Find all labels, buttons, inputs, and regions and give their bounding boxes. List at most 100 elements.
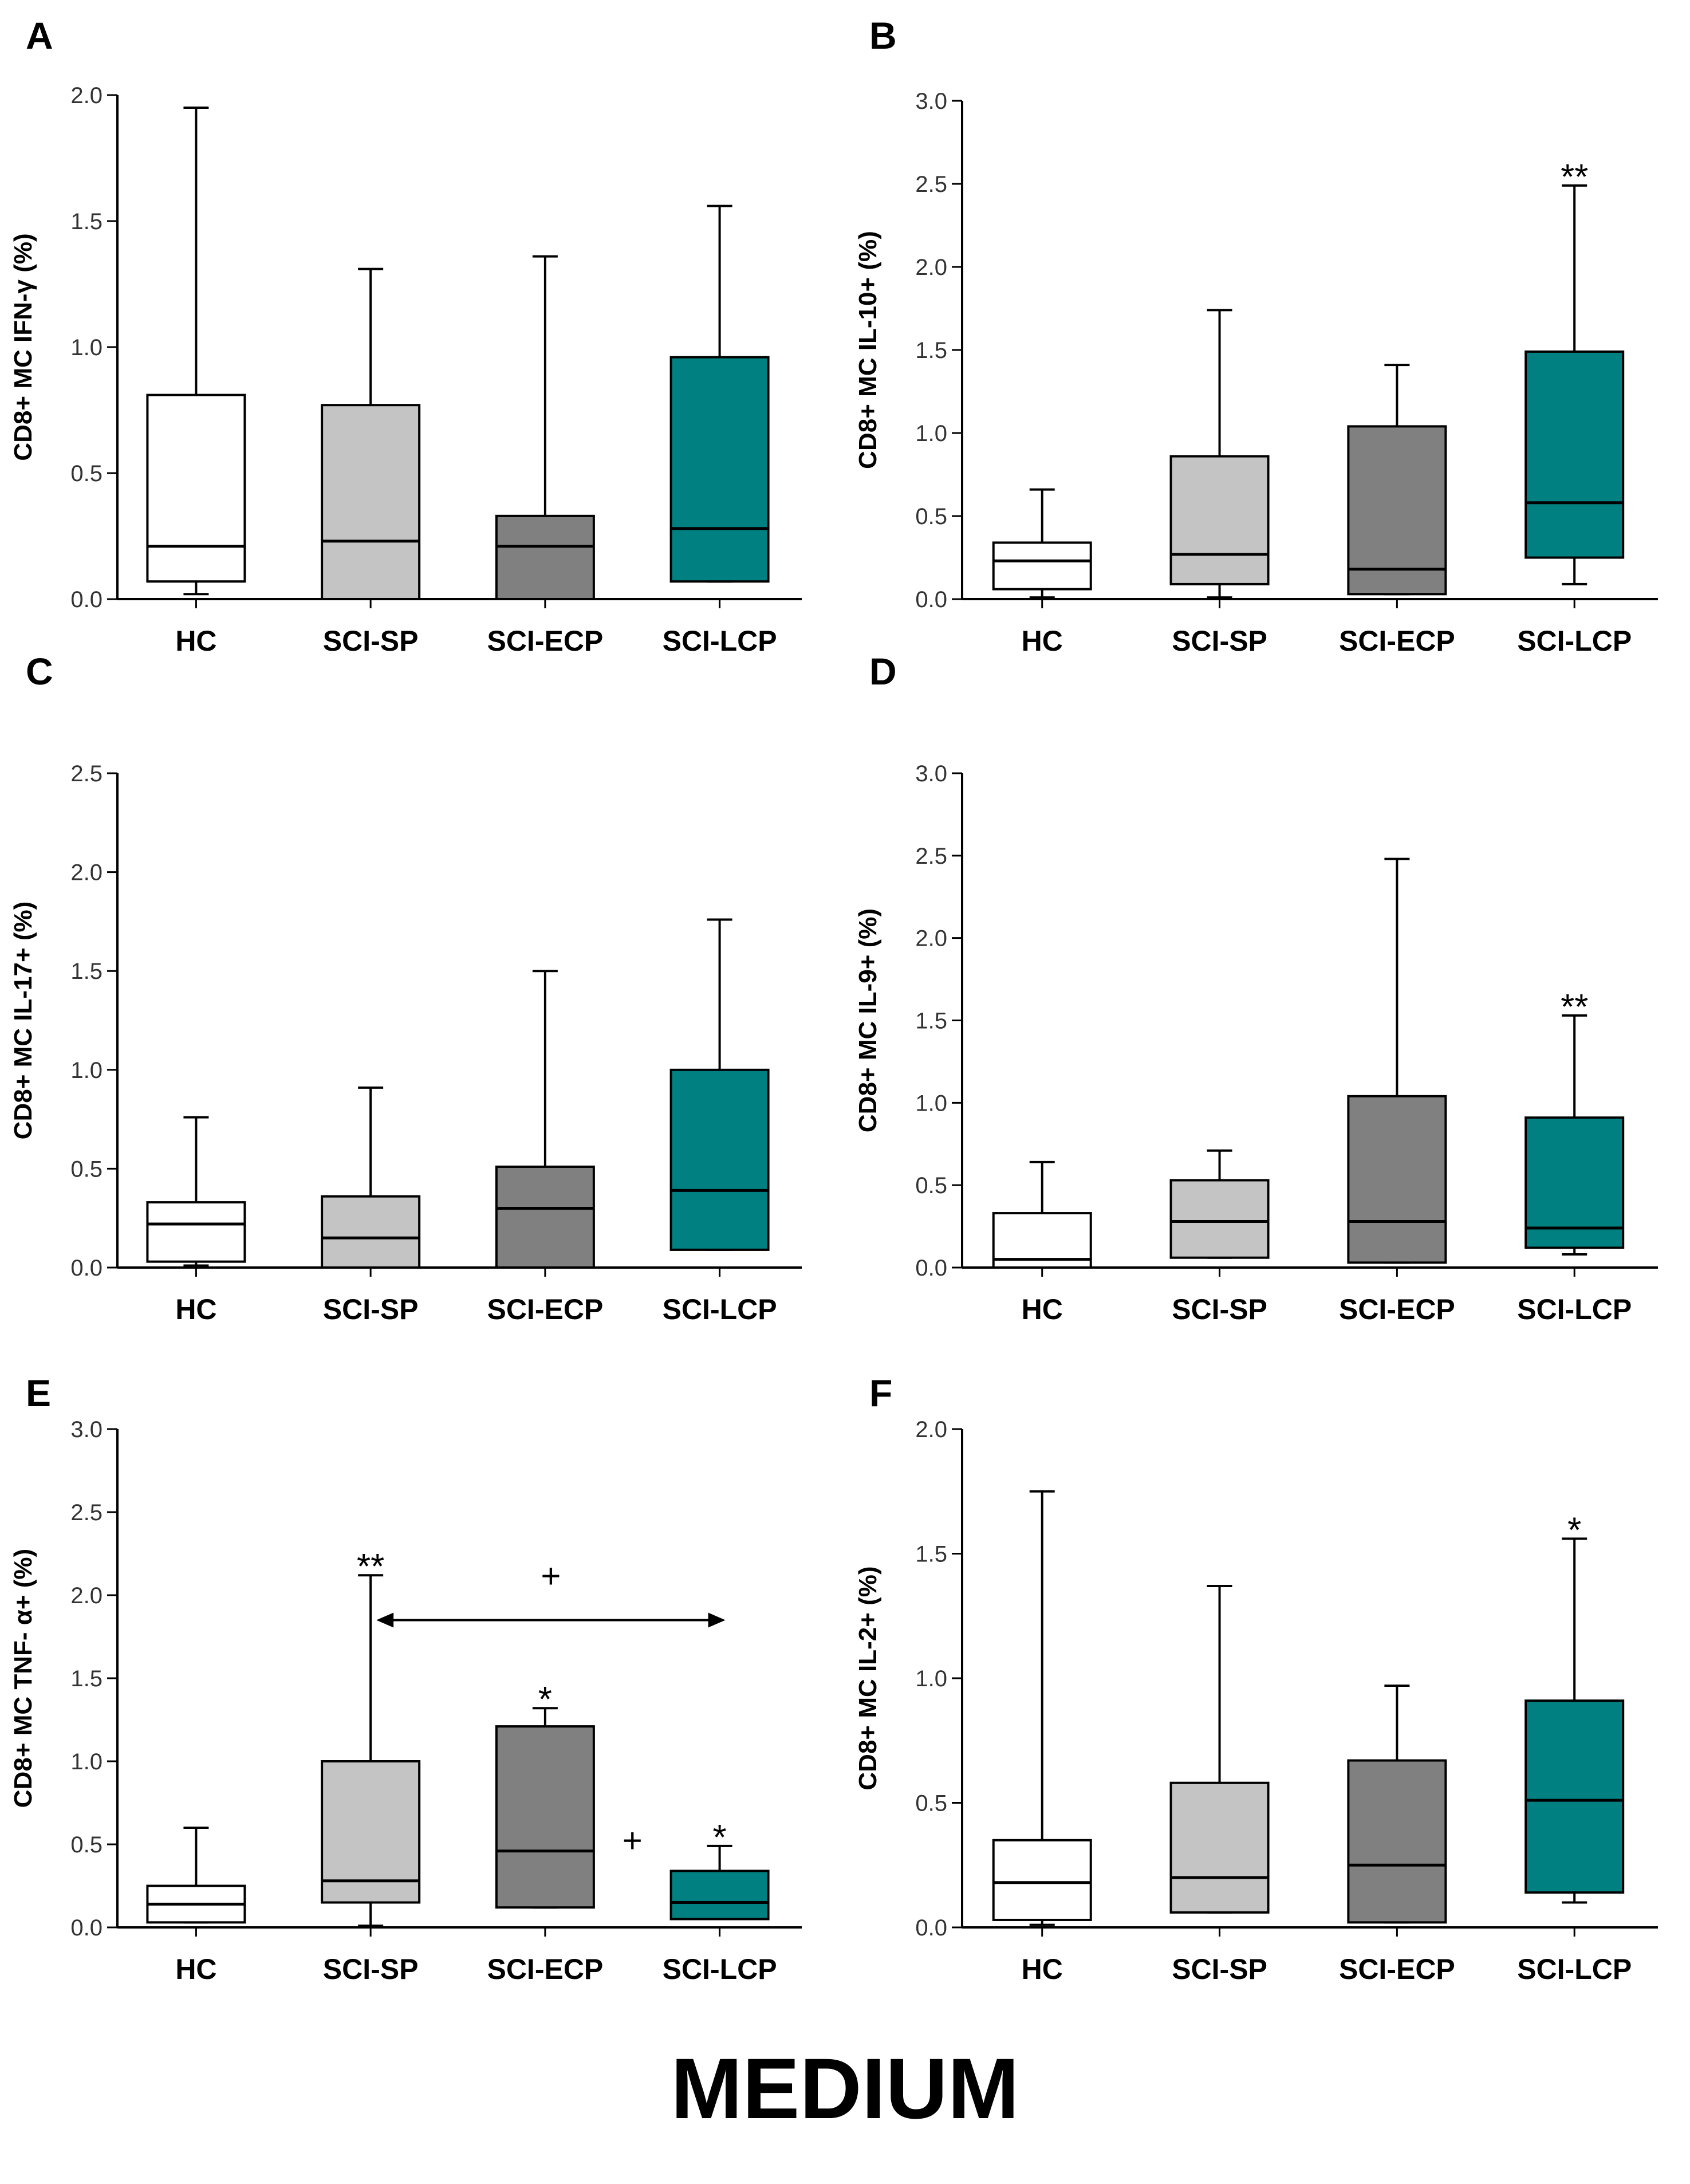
panel-e-significance-marker: ** — [357, 1547, 384, 1587]
panel-b-ytick-label: 3.0 — [915, 89, 947, 114]
panel-e-category-label: SCI-ECP — [487, 1953, 603, 1985]
panel-e-ytick-label: 1.5 — [70, 1666, 103, 1691]
panel-c-category-label: SCI-LCP — [663, 1293, 777, 1325]
panel-a-hc-box — [146, 393, 246, 583]
panel-f-category-label: SCI-LCP — [1517, 1953, 1632, 1985]
panel-c-category-label: SCI-SP — [323, 1293, 419, 1325]
panel-e-sci-ecp-box — [495, 1725, 595, 1909]
panel-e-category-label: SCI-LCP — [663, 1953, 777, 1985]
panel-a-category-label: SCI-ECP — [487, 625, 603, 657]
panel-b-category-label: SCI-LCP — [1517, 625, 1632, 657]
panel-a-ytick-label: 0.5 — [70, 461, 103, 486]
panel-c-ytick-label: 2.5 — [70, 761, 103, 786]
panel-d-ytick-label: 3.0 — [915, 761, 947, 786]
panel-e-ytick-label: 0.5 — [70, 1832, 103, 1858]
panel-d-ylabel: CD8+ MC IL-9+ (%) — [854, 908, 882, 1132]
panel-f-sci-lcp-box — [1524, 1699, 1625, 1894]
panel-e-ylabel: CD8+ MC TNF- α+ (%) — [9, 1549, 37, 1808]
panel-b-ytick-label: 0.0 — [915, 587, 947, 612]
panel-f-significance-marker: * — [1567, 1510, 1581, 1550]
panel-f-ylabel: CD8+ MC IL-2+ (%) — [854, 1566, 882, 1790]
panel-d-category-label: SCI-ECP — [1339, 1293, 1455, 1325]
panel-d-sci-ecp-box — [1347, 1095, 1447, 1264]
panel-a-sci-ecp-box — [495, 514, 595, 600]
panel-c-ytick-label: 2.0 — [70, 860, 103, 886]
panel-e-significance-marker: * — [538, 1680, 552, 1719]
panel-f-ytick-label: 1.5 — [915, 1542, 947, 1567]
panel-e-comparison-arrow-right — [708, 1612, 726, 1628]
panel-e-comparison-label: + — [623, 1821, 643, 1860]
panel-e-ytick-label: 2.0 — [70, 1583, 103, 1608]
panel-e-ytick-label: 2.5 — [70, 1500, 103, 1525]
panel-c-sci-sp-box — [321, 1195, 421, 1269]
panel-e-significance-marker: * — [713, 1818, 727, 1858]
panel-d-category-label: HC — [1022, 1293, 1063, 1325]
panel-c-ytick-label: 0.5 — [70, 1156, 103, 1182]
panel-a-ytick-label: 1.0 — [70, 335, 103, 360]
panel-a-letter: A — [26, 14, 53, 57]
panel-b-ytick-label: 2.5 — [915, 172, 947, 197]
panel-d-ytick-label: 0.5 — [915, 1173, 947, 1198]
footer-label: MEDIUM — [671, 2040, 1019, 2136]
panel-e-comparison-arrow-left — [376, 1612, 394, 1628]
panel-e-ytick-label: 3.0 — [70, 1417, 103, 1442]
panel-d-significance-marker: ** — [1561, 987, 1588, 1027]
panel-c-sci-lcp-box — [669, 1068, 770, 1251]
panel-c-ytick-label: 0.0 — [70, 1256, 103, 1281]
panel-b-ytick-label: 2.0 — [915, 255, 947, 280]
panel-d-ytick-label: 0.0 — [915, 1256, 947, 1281]
panel-c-category-label: SCI-ECP — [487, 1293, 603, 1325]
panel-a-sci-lcp-box — [669, 356, 770, 583]
panel-d-ytick-label: 2.0 — [915, 926, 947, 951]
panel-a-sci-sp-box — [321, 404, 421, 600]
panel-b-ytick-label: 1.5 — [915, 338, 947, 363]
panel-c-category-label: HC — [175, 1293, 216, 1325]
panel-d-category-label: SCI-SP — [1172, 1293, 1267, 1325]
panel-d-category-label: SCI-LCP — [1517, 1293, 1632, 1325]
panel-d-sci-sp-box — [1169, 1179, 1270, 1259]
panel-b-ylabel: CD8+ MC IL-10+ (%) — [854, 231, 882, 469]
panel-c-ylabel: CD8+ MC IL-17+ (%) — [9, 902, 37, 1140]
panel-e-letter: E — [26, 1372, 51, 1414]
panel-c-hc-box — [146, 1201, 246, 1263]
panel-b-sci-ecp-box — [1347, 425, 1447, 596]
panel-b-ytick-label: 1.0 — [915, 421, 947, 446]
panel-a-category-label: SCI-LCP — [663, 625, 777, 657]
panel-f-ytick-label: 1.0 — [915, 1666, 947, 1691]
panel-e-category-label: HC — [175, 1953, 216, 1985]
panel-e-sci-lcp-box — [669, 1870, 770, 1921]
panel-f-category-label: SCI-SP — [1172, 1953, 1267, 1985]
panel-b-letter: B — [869, 14, 897, 57]
panel-f-ytick-label: 2.0 — [915, 1417, 947, 1442]
panel-a-ylabel: CD8+ MC IFN-γ (%) — [9, 233, 37, 461]
panel-b-category-label: SCI-SP — [1172, 625, 1267, 657]
panel-b-hc-box — [992, 541, 1092, 591]
panel-c-ytick-label: 1.5 — [70, 959, 103, 984]
panel-f-category-label: HC — [1022, 1953, 1063, 1985]
panel-d-ytick-label: 1.5 — [915, 1009, 947, 1034]
panel-e-category-label: SCI-SP — [323, 1953, 419, 1985]
panel-f-category-label: SCI-ECP — [1339, 1953, 1455, 1985]
panel-b-ytick-label: 0.5 — [915, 504, 947, 529]
panel-c-letter: C — [26, 650, 53, 692]
panel-f-sci-sp-box — [1169, 1781, 1270, 1914]
panel-f-ytick-label: 0.0 — [915, 1915, 947, 1941]
panel-b-category-label: HC — [1022, 625, 1063, 657]
panel-b-significance-marker: ** — [1561, 158, 1588, 197]
panel-f-hc-box — [992, 1839, 1092, 1921]
panel-d-ytick-label: 1.0 — [915, 1091, 947, 1116]
panel-a-ytick-label: 1.5 — [70, 209, 103, 234]
panel-b-category-label: SCI-ECP — [1339, 625, 1455, 657]
panel-f-ytick-label: 0.5 — [915, 1791, 947, 1816]
panel-e-comparison-label: + — [541, 1557, 561, 1595]
panel-a-ytick-label: 2.0 — [70, 83, 103, 108]
panel-a-category-label: HC — [175, 625, 216, 657]
panel-e-ytick-label: 1.0 — [70, 1749, 103, 1774]
panel-c-sci-ecp-box — [495, 1165, 595, 1269]
panel-d-ytick-label: 2.5 — [915, 844, 947, 869]
panel-a-ytick-label: 0.0 — [70, 587, 103, 612]
panel-f-sci-ecp-box — [1347, 1759, 1447, 1924]
panel-a-category-label: SCI-SP — [323, 625, 419, 657]
panel-d-letter: D — [869, 650, 897, 692]
